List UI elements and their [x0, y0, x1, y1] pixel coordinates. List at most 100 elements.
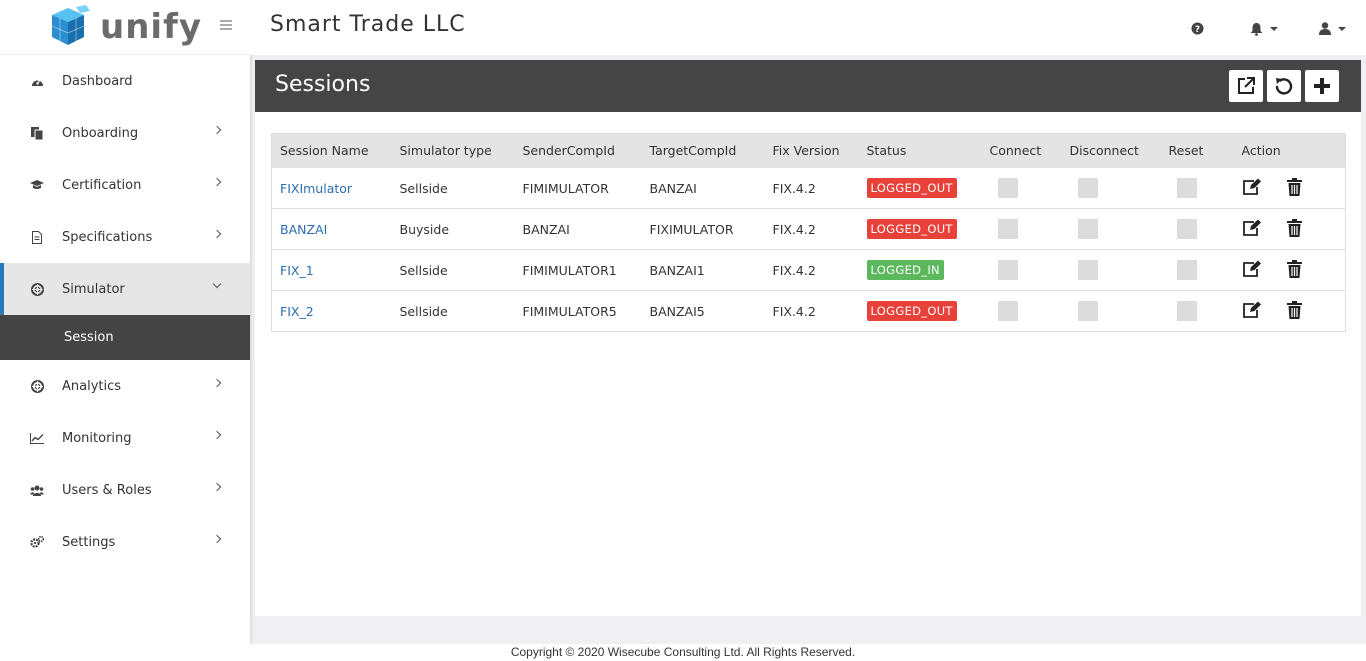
brand-name: unify: [100, 7, 203, 47]
column-header[interactable]: Connect: [989, 143, 1042, 158]
sidebar-item-users-roles[interactable]: Users & Roles: [0, 464, 250, 516]
caret-down-icon: [1270, 27, 1278, 31]
fix-version: FIX.4.2: [772, 221, 816, 237]
edit-icon[interactable]: [1242, 301, 1262, 319]
chevron-right-icon: [212, 378, 222, 388]
chevron-right-icon: [212, 534, 222, 544]
sidebar-item-label: Specifications: [62, 229, 153, 245]
sidebar-item-label: Settings: [62, 534, 116, 550]
session-name-link[interactable]: FIX_2: [280, 303, 314, 319]
column-header[interactable]: Disconnect: [1069, 143, 1139, 158]
target-comp-id: FIXIMULATOR: [649, 221, 734, 237]
column-header[interactable]: Fix Version: [772, 143, 840, 158]
onboarding-icon: [30, 126, 44, 140]
connect-checkbox[interactable]: [997, 301, 1018, 321]
add-session-button[interactable]: [1305, 70, 1339, 102]
chevron-right-icon: [212, 430, 222, 440]
sidebar-item-settings[interactable]: Settings: [0, 516, 250, 568]
session-name-link[interactable]: FIXImulator: [280, 180, 353, 196]
reset-checkbox[interactable]: [1176, 260, 1197, 280]
bell-icon: [1250, 23, 1263, 36]
connect-cell: [982, 168, 1062, 209]
column-header[interactable]: TargetCompId: [649, 143, 737, 158]
disconnect-cell: [1062, 250, 1161, 291]
sidebar-item-certification[interactable]: Certification: [0, 159, 250, 211]
status-cell: LOGGED_OUT: [859, 291, 982, 332]
life-ring-icon: [30, 282, 44, 296]
status-cell: LOGGED_OUT: [859, 168, 982, 209]
action-cell: [1234, 209, 1346, 250]
delete-icon[interactable]: [1287, 259, 1303, 278]
sidebar-subitem-session[interactable]: Session: [0, 315, 250, 360]
disconnect-checkbox[interactable]: [1077, 301, 1098, 321]
sidebar-item-monitoring[interactable]: Monitoring: [0, 412, 250, 464]
status-cell: LOGGED_OUT: [859, 209, 982, 250]
target-comp-id: BANZAI5: [649, 303, 705, 319]
menu-toggle-icon[interactable]: [220, 20, 232, 32]
sidebar-item-label: Simulator: [62, 281, 125, 297]
chevron-right-icon: [212, 229, 222, 239]
session-name-link[interactable]: FIX_1: [280, 262, 314, 278]
delete-icon[interactable]: [1287, 218, 1303, 237]
export-button[interactable]: [1229, 70, 1263, 102]
status-badge: LOGGED_OUT: [866, 301, 957, 321]
panel-header: Sessions: [255, 60, 1361, 112]
caret-down-icon: [1338, 26, 1346, 31]
help-icon[interactable]: ?: [1191, 22, 1204, 35]
top-bar: Smart Trade LLC ?: [250, 0, 1366, 55]
target-comp-id: BANZAI1: [649, 262, 705, 278]
column-header[interactable]: Status: [866, 143, 907, 158]
table-row: FIX_2 Sellside FIMIMULATOR5 BANZAI5 FIX.…: [271, 290, 1346, 332]
disconnect-checkbox[interactable]: [1077, 178, 1098, 198]
life-ring-icon: [30, 379, 44, 393]
column-header[interactable]: Simulator type: [399, 143, 492, 158]
delete-icon[interactable]: [1287, 177, 1303, 196]
column-header[interactable]: Action: [1241, 143, 1281, 158]
reset-checkbox[interactable]: [1176, 178, 1197, 198]
simulator-type: Sellside: [399, 303, 448, 319]
fix-version: FIX.4.2: [772, 180, 816, 196]
disconnect-checkbox[interactable]: [1077, 219, 1098, 239]
sidebar-item-specifications[interactable]: Specifications: [0, 211, 250, 263]
delete-icon[interactable]: [1287, 300, 1303, 319]
sidebar-item-dashboard[interactable]: Dashboard: [0, 55, 250, 107]
sidebar-item-label: Certification: [62, 177, 142, 193]
column-header[interactable]: Reset: [1168, 143, 1204, 158]
session-name-link[interactable]: BANZAI: [280, 221, 328, 237]
table-row: FIXImulator Sellside FIMIMULATOR BANZAI …: [271, 167, 1346, 209]
sidebar-item-onboarding[interactable]: Onboarding: [0, 107, 250, 159]
column-header[interactable]: Session Name: [280, 143, 369, 158]
connect-cell: [982, 209, 1062, 250]
reset-cell: [1161, 291, 1234, 332]
column-header[interactable]: SenderCompId: [522, 143, 615, 158]
sidebar-item-label: Users & Roles: [62, 482, 152, 498]
connect-cell: [982, 250, 1062, 291]
sidebar-item-simulator[interactable]: Simulator: [0, 263, 250, 315]
edit-icon[interactable]: [1242, 219, 1262, 237]
status-badge: LOGGED_OUT: [866, 178, 957, 198]
sidebar-item-analytics[interactable]: Analytics: [0, 360, 250, 412]
disconnect-cell: [1062, 168, 1161, 209]
connect-checkbox[interactable]: [997, 260, 1018, 280]
edit-icon[interactable]: [1242, 260, 1262, 278]
disconnect-checkbox[interactable]: [1077, 260, 1098, 280]
sessions-table: Session Name Simulator type SenderCompId…: [271, 133, 1346, 332]
connect-checkbox[interactable]: [997, 178, 1018, 198]
users-icon: [30, 483, 44, 497]
connect-checkbox[interactable]: [997, 219, 1018, 239]
disconnect-cell: [1062, 291, 1161, 332]
user-dropdown[interactable]: [1319, 22, 1346, 35]
status-badge: LOGGED_OUT: [866, 219, 957, 239]
reset-checkbox[interactable]: [1176, 301, 1197, 321]
chevron-down-icon: [212, 279, 222, 289]
refresh-button[interactable]: [1267, 70, 1301, 102]
document-icon: [30, 230, 44, 244]
page-title: Sessions: [275, 72, 371, 97]
sidebar-item-label: Dashboard: [62, 73, 133, 89]
graduation-cap-icon: [30, 178, 44, 192]
sender-comp-id: BANZAI: [522, 221, 570, 237]
notifications-dropdown[interactable]: [1250, 22, 1278, 36]
reset-checkbox[interactable]: [1176, 219, 1197, 239]
edit-icon[interactable]: [1242, 178, 1262, 196]
sidebar-item-label: Onboarding: [62, 125, 139, 141]
